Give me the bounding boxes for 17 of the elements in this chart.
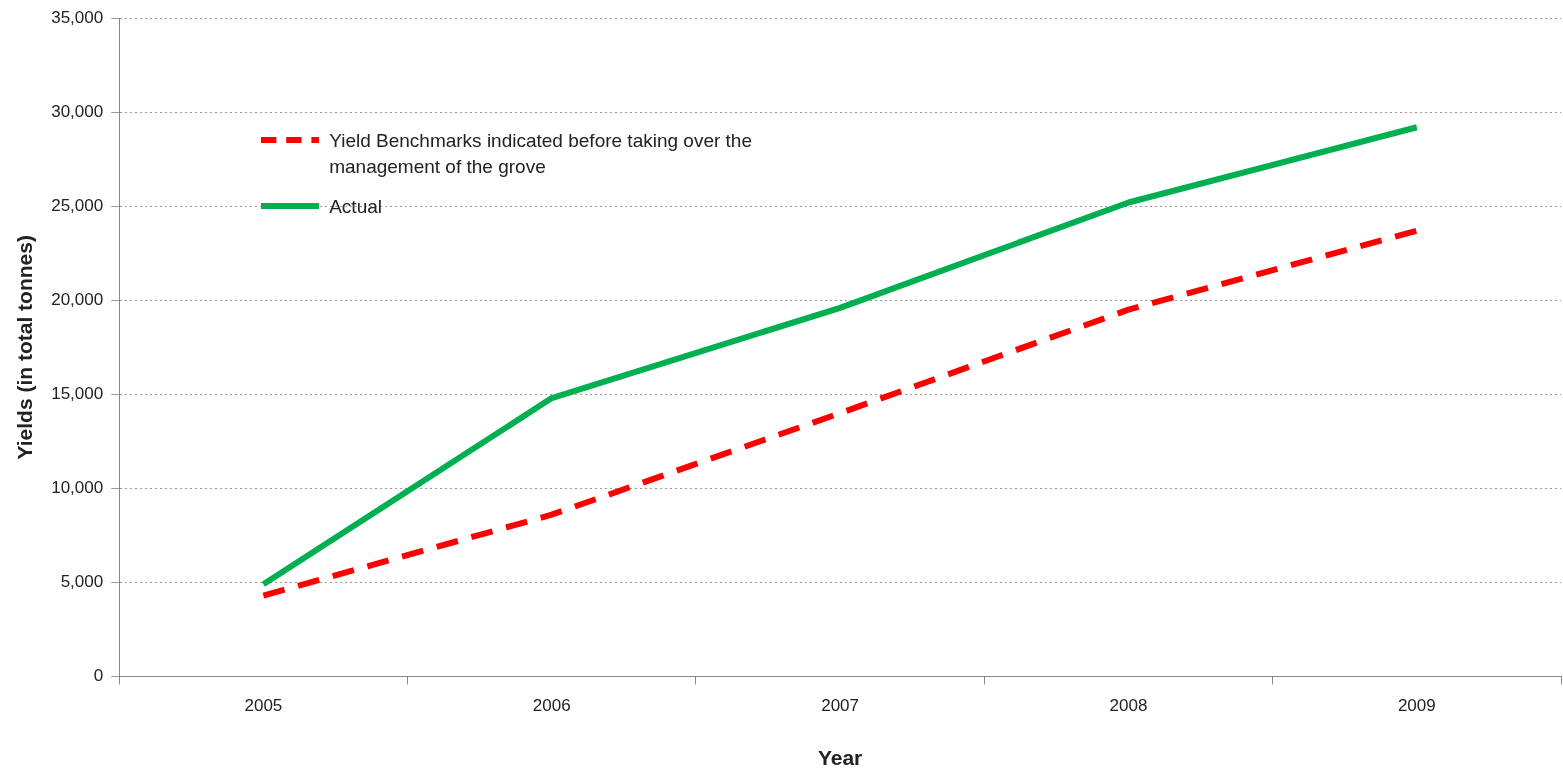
x-tick-label: 2009 — [1397, 696, 1436, 716]
x-tick-label: 2008 — [1109, 696, 1148, 716]
x-axis-title: Year — [817, 746, 863, 770]
y-tick-label: 5,000 — [60, 572, 104, 592]
x-tick-label: 2005 — [244, 696, 283, 716]
y-tick-label: 15,000 — [51, 384, 104, 403]
x-tick-label: 2007 — [821, 696, 860, 716]
y-tick-label: 30,000 — [51, 101, 104, 121]
x-tick-label: 2006 — [532, 696, 571, 716]
legend-label: Yield Benchmarks indicated before taking over the management of the grove — [329, 129, 753, 180]
y-tick-label: 20,000 — [51, 289, 104, 309]
y-tick-label: 25,000 — [51, 195, 104, 215]
y-tick-label: 0 — [93, 666, 104, 686]
y-tick-label: 10,000 — [51, 478, 104, 498]
legend-label: Actual — [329, 195, 383, 220]
y-tick-label: 35,000 — [51, 7, 104, 27]
y-axis-title: Yields (in total tonnes) — [13, 235, 37, 460]
